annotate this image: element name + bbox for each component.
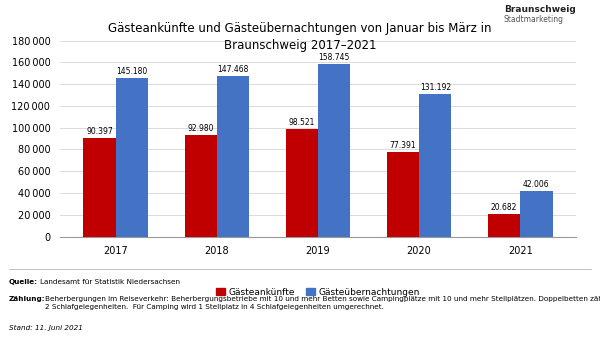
Text: Stadtmarketing: Stadtmarketing bbox=[504, 15, 564, 24]
Text: 77.391: 77.391 bbox=[389, 141, 416, 150]
Bar bbox=[217, 76, 249, 237]
Text: Zählung:: Zählung: bbox=[9, 296, 46, 302]
Bar bbox=[520, 191, 553, 237]
Bar bbox=[387, 152, 419, 237]
Text: Gästeankünfte und Gästeübernachtungen von Januar bis März in
Braunschweig 2017–2: Gästeankünfte und Gästeübernachtungen vo… bbox=[108, 22, 492, 52]
Text: 42.006: 42.006 bbox=[523, 180, 550, 189]
Text: 98.521: 98.521 bbox=[289, 118, 315, 127]
Text: 90.397: 90.397 bbox=[86, 127, 113, 136]
Bar bbox=[83, 138, 116, 237]
Text: 147.468: 147.468 bbox=[217, 65, 249, 74]
Text: 131.192: 131.192 bbox=[420, 82, 451, 92]
Text: Beherbergungen im Reiseverkehr: Beherbergungsbetriebe mit 10 und mehr Betten sow: Beherbergungen im Reiseverkehr: Beherber… bbox=[45, 296, 600, 310]
Bar bbox=[185, 135, 217, 237]
Bar bbox=[318, 64, 350, 237]
Text: 158.745: 158.745 bbox=[319, 52, 350, 62]
Text: Quelle:: Quelle: bbox=[9, 279, 38, 285]
Text: 92.980: 92.980 bbox=[187, 124, 214, 133]
Bar bbox=[286, 129, 318, 237]
Bar bbox=[488, 214, 520, 237]
Bar bbox=[419, 94, 451, 237]
Text: 20.682: 20.682 bbox=[491, 203, 517, 212]
Bar bbox=[116, 78, 148, 237]
Legend: Gästeankünfte, Gästeübernachtungen: Gästeankünfte, Gästeübernachtungen bbox=[212, 284, 424, 300]
Text: 145.180: 145.180 bbox=[116, 67, 148, 76]
Text: Braunschweig: Braunschweig bbox=[504, 5, 576, 14]
Text: Stand: 11. Juni 2021: Stand: 11. Juni 2021 bbox=[9, 324, 83, 331]
Text: Landesamt für Statistik Niedersachsen: Landesamt für Statistik Niedersachsen bbox=[40, 279, 180, 285]
